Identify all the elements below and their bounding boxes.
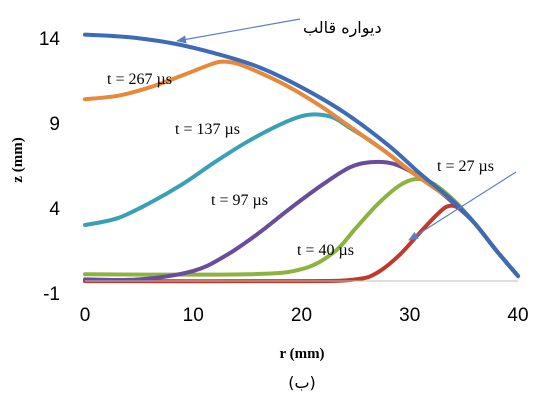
x-tick-label: 30 — [399, 305, 420, 326]
annotation-mold-wall: دیواره قالب — [303, 18, 382, 38]
y-tick-label: 14 — [39, 29, 61, 50]
x-tick-label: 40 — [507, 305, 528, 326]
annotation-layer: دیواره قالب t = 267 µs t = 137 µs t = 97… — [107, 18, 517, 259]
x-tick-label: 10 — [183, 305, 204, 326]
figure-caption: (ب) — [288, 373, 316, 392]
series-line-5 — [83, 32, 520, 278]
annotation-t97: t = 97 µs — [211, 192, 268, 209]
annotation-t267: t = 267 µs — [107, 71, 172, 88]
x-tick-labels: 0 10 20 30 40 — [80, 305, 529, 326]
y-axis-title: z (mm) — [10, 137, 26, 182]
annotation-t40: t = 40 µs — [297, 242, 354, 259]
annotation-arrow-mold-wall — [176, 18, 301, 44]
annotation-t137: t = 137 µs — [175, 121, 240, 138]
annotation-arrow-t27 — [408, 171, 517, 241]
x-tick-label: 20 — [291, 305, 312, 326]
series-layer — [83, 32, 520, 284]
series-line-1 — [83, 176, 520, 278]
y-tick-label: -1 — [43, 284, 60, 305]
x-tick-label: 0 — [80, 305, 91, 326]
annotation-t27: t = 27 µs — [437, 158, 494, 175]
x-axis-title: r (mm) — [279, 346, 324, 362]
y-tick-label: 4 — [49, 199, 60, 220]
y-tick-label: 9 — [49, 114, 60, 135]
y-tick-labels: -1 4 9 14 — [39, 29, 61, 305]
series-line-2 — [83, 159, 520, 283]
